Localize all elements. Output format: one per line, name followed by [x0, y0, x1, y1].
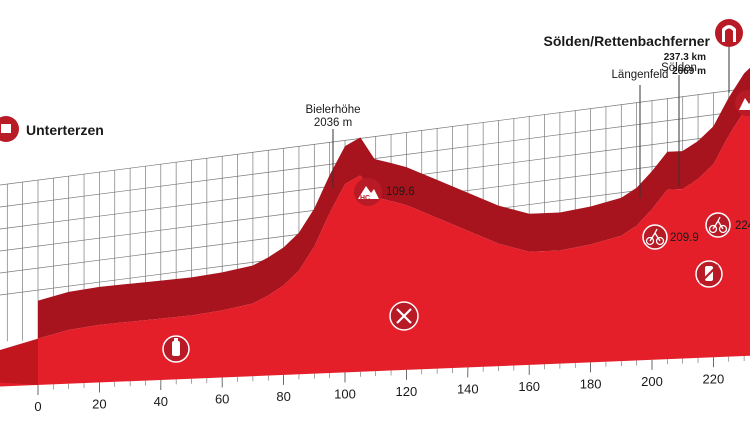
elevation-profile [0, 67, 750, 387]
start-town-label: Unterterzen [26, 122, 104, 138]
summit-marker: Bielerhöhe 2036 m HC 109.6 [306, 104, 415, 206]
sprint-cyclist-icon [705, 212, 731, 238]
x-tick-label: 0 [34, 399, 41, 414]
service-markers [162, 260, 723, 363]
sprint-km-label-2: 224 [735, 220, 750, 232]
x-tick-label: 100 [334, 386, 356, 401]
start-marker: Unterterzen [0, 116, 104, 142]
x-tick-label: 220 [703, 371, 725, 386]
finish-town-label: Sölden/Rettenbachferner [544, 33, 711, 49]
grid-line [0, 109, 750, 208]
x-tick-label: 60 [215, 391, 229, 406]
sprint-markers: 209.9 224 [642, 212, 750, 250]
profile-top-surface [38, 67, 750, 339]
place-label-langenfeld: Längenfeld [612, 69, 669, 81]
profile-side-face [0, 338, 38, 385]
summit-km-label: 109.6 [386, 186, 415, 198]
x-tick-label: 120 [396, 384, 418, 399]
x-tick-label: 180 [580, 376, 602, 391]
sprint-km-label-1: 209.9 [670, 232, 699, 244]
x-axis: 0 20 40 60 80 100 120 140 160 180 200 220 [34, 356, 745, 414]
finish-marker: Sölden/Rettenbachferner 237.3 km 2669 m [544, 19, 750, 116]
summit-name-label: Bielerhöhe [306, 104, 361, 116]
profile-front-face [0, 105, 750, 387]
finish-km-label: 237.3 km [664, 52, 706, 63]
svg-text:HC: HC [360, 195, 370, 202]
grid-line [0, 87, 750, 186]
start-flag-icon-flag [1, 124, 11, 133]
x-tick-label: 40 [154, 394, 168, 409]
sprint-cyclist-icon [642, 224, 668, 250]
finish-elevation-label: 2669 m [672, 66, 706, 77]
annotations: Unterterzen Bielerhöhe 2036 m HC 109.6 L… [0, 19, 750, 363]
place-label-solden: Sölden [661, 62, 697, 74]
summit-elevation-label: 2036 m [314, 117, 352, 129]
x-tick-label: 80 [276, 389, 290, 404]
x-tick-label: 160 [518, 379, 540, 394]
x-tick-label: 200 [641, 374, 663, 389]
x-tick-label: 140 [457, 381, 479, 396]
x-tick-label: 20 [92, 396, 106, 411]
place-markers: Längenfeld Sölden [612, 62, 697, 198]
finish-arch-icon [715, 19, 743, 47]
